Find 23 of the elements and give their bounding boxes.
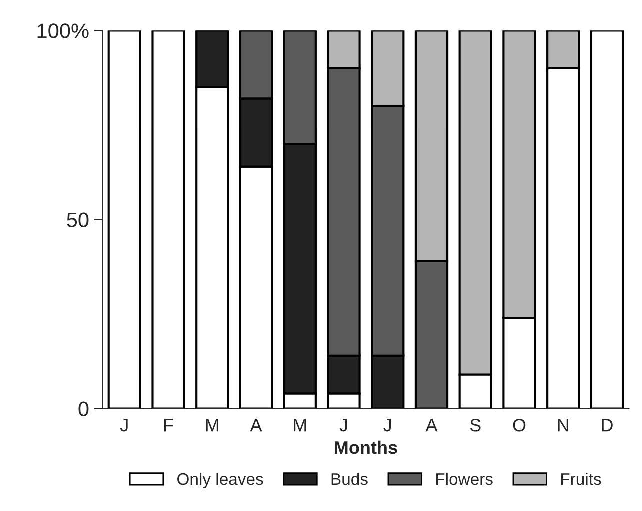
- bar: [108, 30, 142, 409]
- x-axis-title: Months: [335, 440, 398, 454]
- x-tick-label: D: [602, 419, 613, 432]
- x-tick-label: S: [470, 419, 481, 432]
- x-tick-label: J: [120, 419, 128, 432]
- legend-label: Buds: [332, 472, 368, 486]
- bar: [590, 30, 624, 409]
- x-tick-label: A: [250, 419, 262, 432]
- y-tick-label: 100%: [38, 24, 89, 38]
- y-tick-label: 0: [78, 402, 89, 417]
- legend-label: Flowers: [436, 472, 493, 486]
- x-tick-label: N: [558, 419, 568, 432]
- legend-label: Fruits: [562, 472, 602, 486]
- y-tick-label: 50: [67, 212, 89, 228]
- legend-label: Only leaves: [178, 472, 264, 488]
- x-tick-label: J: [340, 419, 348, 432]
- bar: [152, 30, 186, 409]
- x-tick-label: M: [206, 419, 218, 432]
- x-tick-label: M: [294, 419, 306, 432]
- x-tick-label: F: [164, 419, 174, 432]
- x-tick-label: J: [384, 419, 392, 432]
- x-tick-label: A: [426, 419, 438, 432]
- x-tick-label: O: [513, 419, 526, 432]
